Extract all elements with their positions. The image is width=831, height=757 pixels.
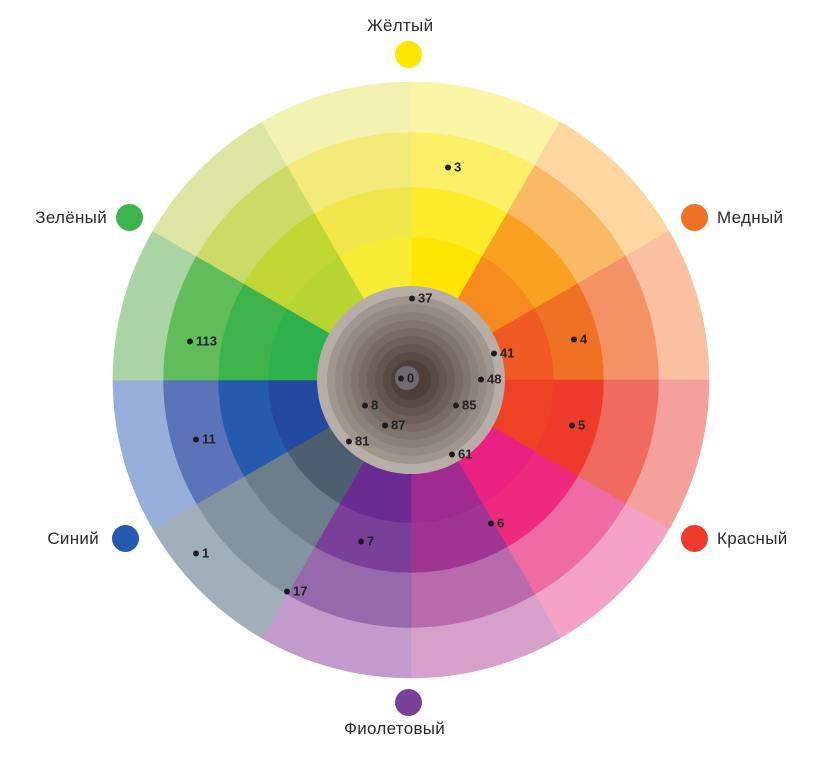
label-green: Зелёный (35, 208, 107, 227)
marker-87: 87 (382, 418, 405, 433)
label-red: Красный (717, 529, 788, 548)
marker-48: 48 (478, 372, 501, 387)
marker-41: 41 (491, 346, 514, 361)
swatch-violet (395, 689, 422, 716)
label-yellow: Жёлтый (367, 16, 434, 35)
wheel-segment-11-ring-3 (261, 81, 412, 166)
marker-61: 61 (449, 447, 472, 462)
marker-5: 5 (569, 418, 585, 433)
marker-17: 17 (284, 584, 307, 599)
swatch-red (681, 525, 708, 552)
marker-85: 85 (453, 398, 476, 413)
swatch-yellow (395, 41, 422, 68)
swatch-green (116, 204, 143, 231)
label-copper: Медный (717, 208, 784, 227)
marker-1: 1 (193, 546, 209, 561)
marker-3: 3 (445, 160, 461, 175)
swatch-blue (112, 525, 139, 552)
marker-4: 4 (571, 332, 587, 347)
marker-37: 37 (409, 291, 432, 306)
marker-0: 0 (398, 371, 414, 386)
marker-81: 81 (346, 434, 369, 449)
marker-11: 11 (193, 432, 216, 447)
marker-8: 8 (362, 398, 378, 413)
marker-7: 7 (358, 534, 374, 549)
marker-6: 6 (488, 516, 504, 531)
label-violet: Фиолетовый (344, 719, 446, 738)
marker-113: 113 (187, 334, 217, 349)
swatch-copper (681, 204, 708, 231)
label-blue: Синий (47, 529, 99, 548)
